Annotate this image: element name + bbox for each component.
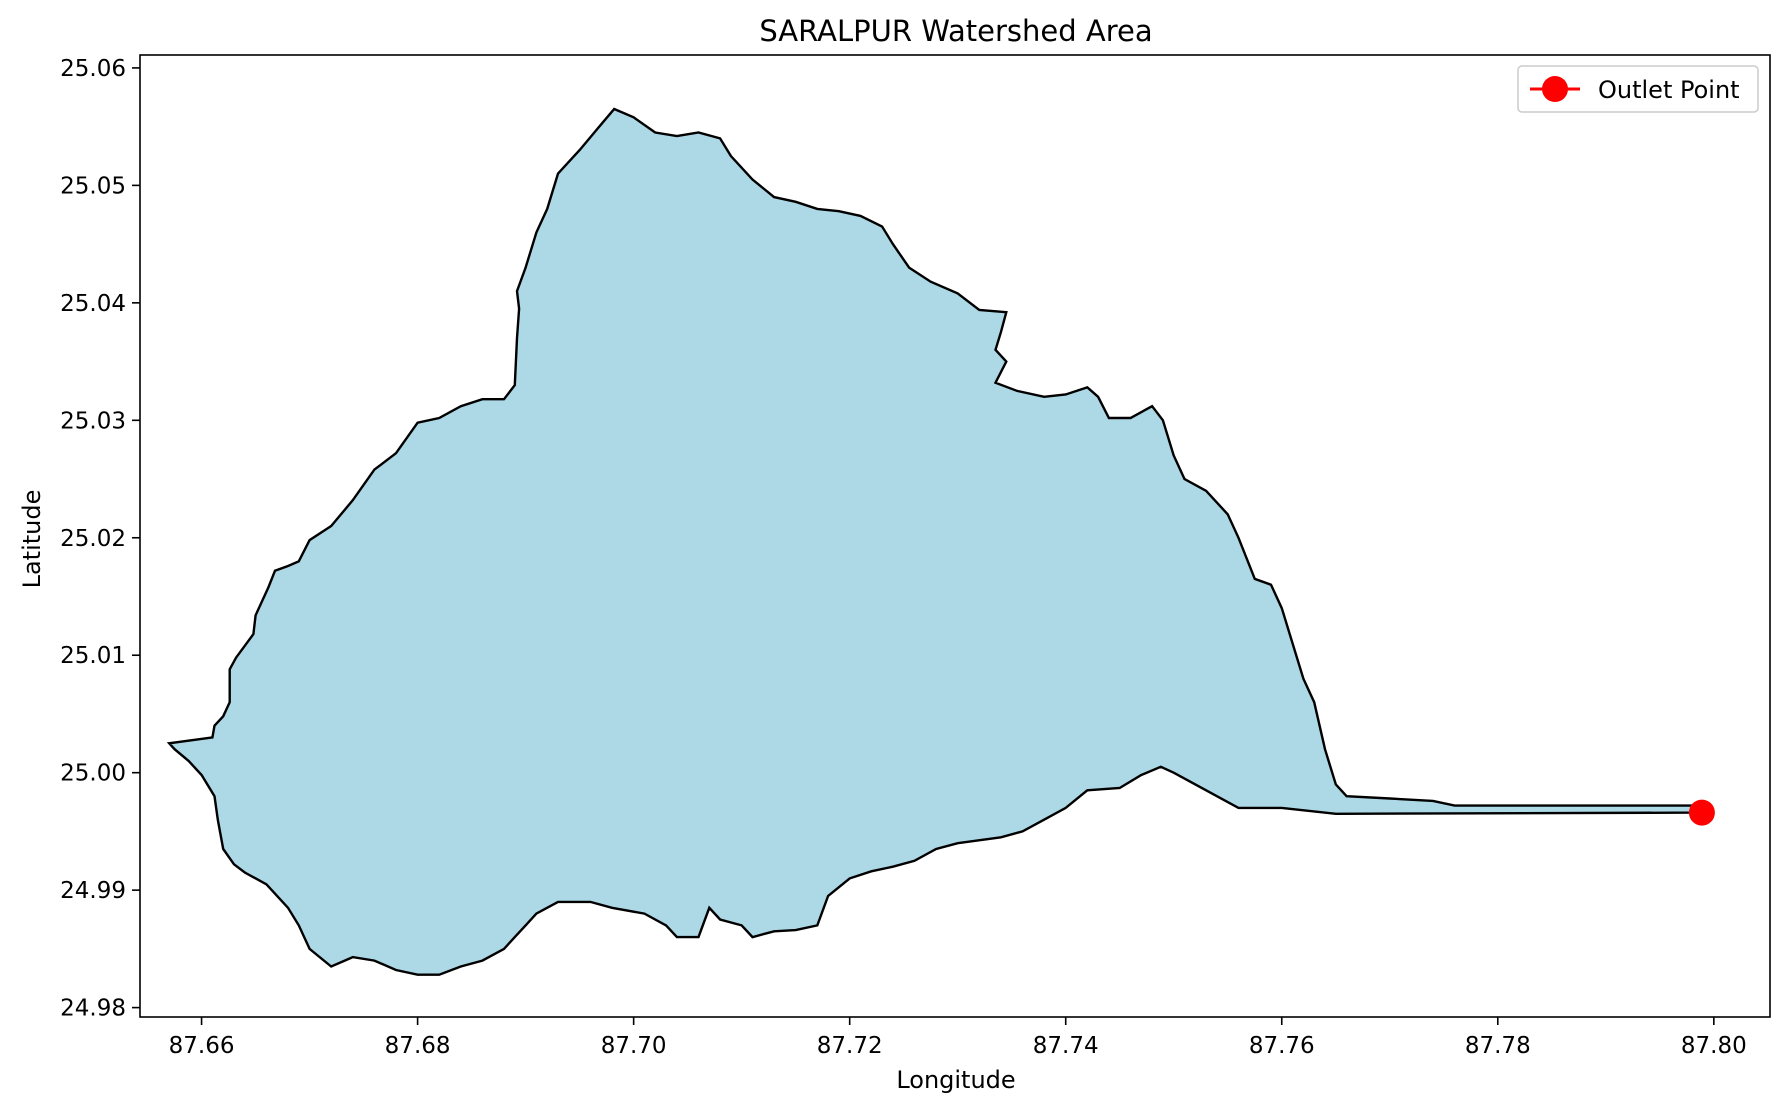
y-tick-label: 25.05	[60, 173, 126, 199]
tick-marks: 87.66 87.68 87.70 87.72 87.74 87.76 87.78 87.80…	[60, 56, 1747, 1059]
x-axis-label: Longitude	[896, 1066, 1015, 1094]
x-tick-label: 87.72	[817, 1033, 883, 1059]
outlet-point-marker	[1688, 799, 1715, 826]
legend-label-outlet-point: Outlet Point	[1598, 76, 1740, 104]
y-axis-label: Latitude	[18, 490, 46, 589]
y-tick-label: 24.98	[60, 996, 126, 1022]
watershed-polygon	[166, 107, 1703, 976]
x-tick-label: 87.66	[169, 1033, 235, 1059]
y-tick-label: 25.02	[60, 526, 126, 552]
x-tick-label: 87.80	[1681, 1033, 1747, 1059]
x-tick-label: 87.74	[1033, 1033, 1099, 1059]
y-tick-label: 24.99	[60, 878, 126, 904]
x-tick-label: 87.78	[1465, 1033, 1531, 1059]
axes-frame	[139, 54, 1771, 1018]
axes	[139, 54, 1771, 1018]
y-tick-label: 25.03	[60, 408, 126, 434]
x-tick-label: 87.76	[1249, 1033, 1315, 1059]
y-tick-label: 25.04	[60, 291, 126, 317]
chart-title: SARALPUR Watershed Area	[759, 14, 1152, 48]
legend: Outlet Point	[1517, 65, 1759, 113]
y-tick-label: 25.01	[60, 643, 126, 669]
y-tick-label: 25.06	[60, 56, 126, 82]
y-tick-label: 25.00	[60, 761, 126, 787]
x-tick-label: 87.68	[385, 1033, 451, 1059]
plot-area	[166, 107, 1715, 976]
legend-box	[1517, 65, 1759, 113]
legend-marker-swatch	[1542, 76, 1568, 102]
x-tick-label: 87.70	[601, 1033, 667, 1059]
